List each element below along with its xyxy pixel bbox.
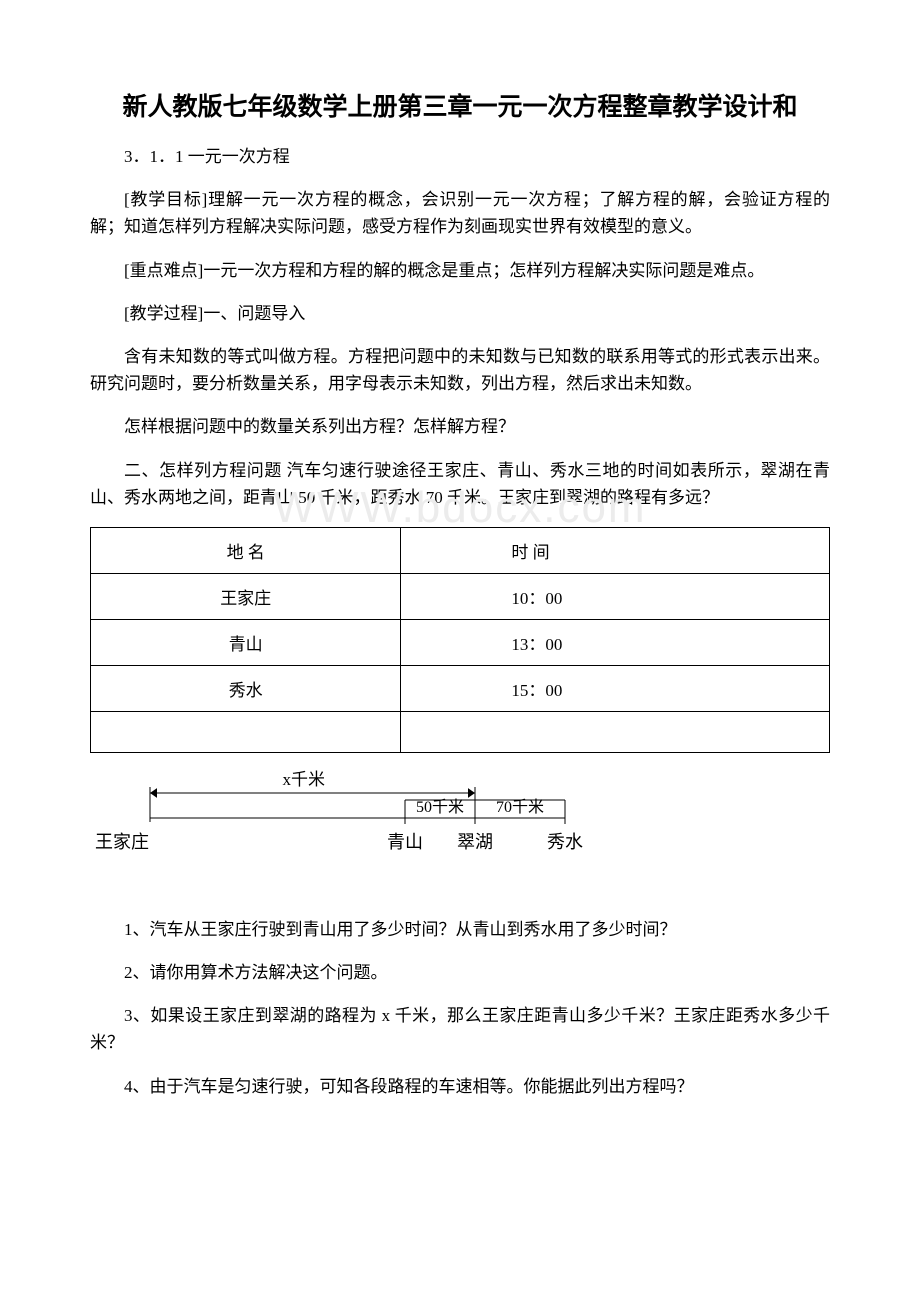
table-cell: 青山 (91, 619, 401, 665)
para-process: [教学过程]一、问题导入 (90, 300, 830, 327)
question-3: 3、如果设王家庄到翠湖的路程为 x 千米，那么王家庄距青山多少千米？王家庄距秀水… (90, 1002, 830, 1056)
table-cell: 10：00 (401, 573, 830, 619)
table-cell: 15：00 (401, 665, 830, 711)
svg-text:x千米: x千米 (283, 770, 326, 789)
table-cell (91, 711, 401, 752)
svg-text:青山: 青山 (387, 832, 423, 852)
table-row: 地 名 时 间 (91, 527, 830, 573)
section-number: 3．1．1 一元一次方程 (90, 143, 830, 170)
question-1: 1、汽车从王家庄行驶到青山用了多少时间？从青山到秀水用了多少时间？ (90, 916, 830, 943)
diagram-svg: x千米 50千米 70千米王家庄 青山 翠湖 秀水 (90, 763, 650, 883)
time-table: 地 名 时 间 王家庄 10：00 青山 13：00 秀水 15：00 (90, 527, 830, 753)
table-row (91, 711, 830, 752)
table-row: 王家庄 10：00 (91, 573, 830, 619)
svg-text:翠湖: 翠湖 (457, 832, 493, 852)
table-row: 秀水 15：00 (91, 665, 830, 711)
svg-text:50千米: 50千米 (416, 798, 464, 816)
table-cell: 13：00 (401, 619, 830, 665)
table-cell: 王家庄 (91, 573, 401, 619)
para-problem: 二、怎样列方程问题 汽车匀速行驶途径王家庄、青山、秀水三地的时间如表所示，翠湖在… (90, 457, 830, 511)
distance-diagram: x千米 50千米 70千米王家庄 青山 翠湖 秀水 (90, 763, 830, 888)
table-header-cell: 地 名 (91, 527, 401, 573)
table-cell (401, 711, 830, 752)
para-goal: [教学目标]理解一元一次方程的概念，会识别一元一次方程；了解方程的解，会验证方程… (90, 186, 830, 240)
table-row: 青山 13：00 (91, 619, 830, 665)
table-cell: 秀水 (91, 665, 401, 711)
svg-text:王家庄: 王家庄 (95, 832, 149, 852)
svg-text:70千米: 70千米 (496, 798, 544, 816)
question-4: 4、由于汽车是匀速行驶，可知各段路程的车速相等。你能据此列出方程吗？ (90, 1073, 830, 1100)
table-header-cell: 时 间 (401, 527, 830, 573)
question-2: 2、请你用算术方法解决这个问题。 (90, 959, 830, 986)
page-title: 新人教版七年级数学上册第三章一元一次方程整章教学设计和 (90, 90, 830, 125)
para-focus: [重点难点]一元一次方程和方程的解的概念是重点；怎样列方程解决实际问题是难点。 (90, 257, 830, 284)
svg-text:秀水: 秀水 (547, 832, 583, 852)
para-how: 怎样根据问题中的数量关系列出方程？怎样解方程？ (90, 413, 830, 440)
para-intro: 含有未知数的等式叫做方程。方程把问题中的未知数与已知数的联系用等式的形式表示出来… (90, 343, 830, 397)
